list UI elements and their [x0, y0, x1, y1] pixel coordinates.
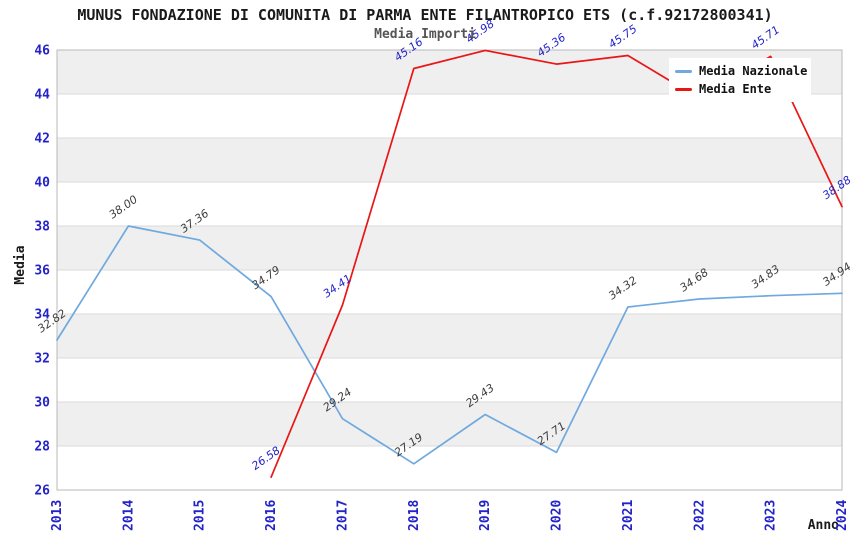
plot-band [57, 226, 842, 270]
x-tick-label: 2018 [407, 500, 422, 531]
plot-band [57, 446, 842, 490]
x-tick-label: 2021 [621, 500, 636, 531]
chart-title: MUNUS FONDAZIONE DI COMUNITA DI PARMA EN… [77, 6, 773, 24]
plot-band [57, 138, 842, 182]
chart-subtitle: Media Importi [374, 27, 476, 42]
x-tick-label: 2017 [336, 500, 351, 531]
axis-titles: Media Anno [13, 245, 839, 533]
y-tick-label: 36 [34, 264, 50, 279]
x-axis-title: Anno [808, 518, 839, 533]
x-tick-label: 2019 [478, 500, 493, 531]
y-tick-label: 32 [34, 352, 50, 367]
y-tick-label: 34 [34, 308, 50, 323]
x-tick-label: 2022 [692, 500, 707, 531]
plot-band [57, 182, 842, 226]
y-tick-label: 26 [34, 484, 50, 499]
legend-label-media-nazionale: Media Nazionale [699, 64, 808, 78]
y-tick-label: 46 [34, 44, 50, 59]
x-tick-label: 2016 [264, 500, 279, 531]
legend-item-media-ente: Media Ente [675, 82, 811, 96]
legend-swatch-media-nazionale-icon [675, 70, 692, 73]
y-tick-label: 42 [34, 132, 50, 147]
plot-background [56, 49, 843, 491]
x-tick-label: 2024 [835, 500, 850, 531]
y-tick-label: 40 [34, 176, 50, 191]
plot-border [56, 49, 843, 491]
series-line-media-nazionale [56, 225, 843, 465]
legend-swatch-media-ente-icon [675, 88, 692, 91]
x-tick-label: 2014 [121, 500, 136, 531]
y-tick-label: 30 [34, 396, 50, 411]
plot-band [57, 358, 842, 402]
y-axis-title: Media [13, 245, 28, 284]
plot-band [57, 314, 842, 358]
legend-item-media-nazionale: Media Nazionale [675, 64, 811, 78]
legend-label-media-ente: Media Ente [699, 82, 772, 96]
x-tick-label: 2023 [764, 500, 779, 531]
x-tick-label: 2015 [193, 500, 208, 531]
plot-band [57, 270, 842, 314]
y-tick-label: 44 [34, 88, 50, 103]
y-tick-label: 28 [34, 440, 50, 455]
x-tick-label: 2020 [550, 500, 565, 531]
y-tick-label: 38 [34, 220, 50, 235]
legend: Media Nazionale Media Ente [669, 58, 811, 102]
x-tick-label: 2013 [50, 500, 65, 531]
